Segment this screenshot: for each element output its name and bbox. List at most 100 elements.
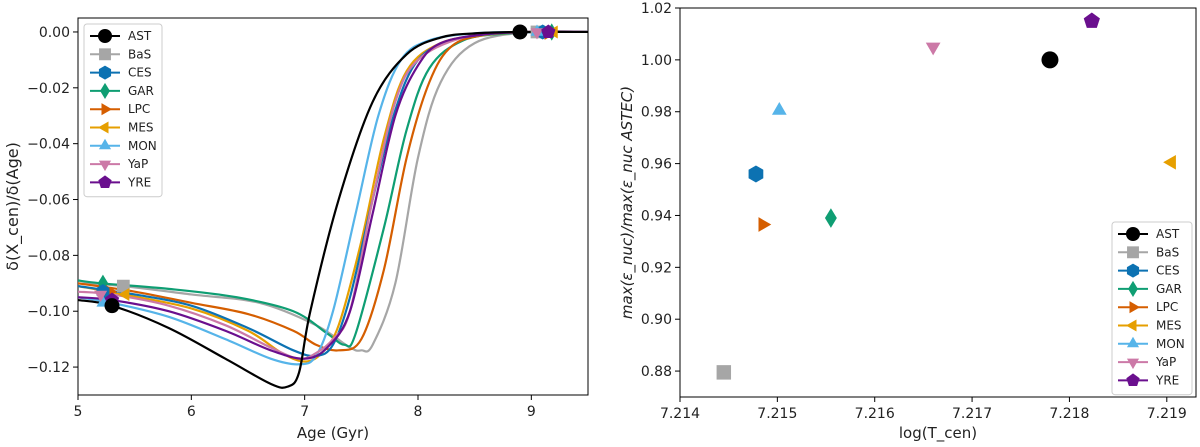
left-legend-label-yap: YaP xyxy=(127,157,148,171)
left-legend-label-ces: CES xyxy=(128,66,152,80)
left-series-marker-yre-end xyxy=(541,24,556,39)
left-legend-label-ast: AST xyxy=(128,29,152,43)
left-ytick-label-m0-10: −0.10 xyxy=(27,304,70,320)
right-legend-item-ast: AST xyxy=(1118,227,1180,241)
right-ytick-label-0-88: 0.88 xyxy=(641,364,672,380)
right-xtick-label-7-217: 7.217 xyxy=(952,406,992,422)
right-x-axis-label: log(T_cen) xyxy=(899,424,977,443)
right-legend-label-yre: YRE xyxy=(1155,373,1179,387)
left-plot-area xyxy=(78,23,588,389)
left-legend: AST BaS CES GAR LPC MES MON YaP YRE xyxy=(83,23,163,198)
left-series-line-ast xyxy=(78,30,588,389)
left-legend-item-lpc: LPC xyxy=(90,102,150,116)
left-legend-marker-mon xyxy=(98,138,112,150)
left-ytick-label-m0-02: −0.02 xyxy=(27,81,70,97)
left-ytick-label-m0-08: −0.08 xyxy=(27,248,70,264)
left-plot-frame xyxy=(77,17,589,396)
right-xtick-label-7-218: 7.218 xyxy=(1049,406,1089,422)
right-legend-marker-gar xyxy=(1128,280,1138,297)
left-legend-marker-yap xyxy=(98,160,112,172)
left-legend-marker-yre xyxy=(98,175,112,189)
right-point-yre xyxy=(1083,12,1100,28)
right-legend-marker-lpc xyxy=(1129,301,1140,314)
left-y-axis-label: δ(X_cen)/δ(Age) xyxy=(3,142,23,271)
left-legend-item-mon: MON xyxy=(90,138,157,153)
left-legend-marker-gar xyxy=(100,82,110,99)
right-legend-item-mes: MES xyxy=(1118,319,1182,333)
left-xtick-label-5: 5 xyxy=(74,404,83,420)
left-legend-item-bas: BaS xyxy=(90,47,151,61)
left-legend-item-mes: MES xyxy=(90,121,154,135)
right-plot-frame xyxy=(679,7,1197,398)
right-legend-item-ces: CES xyxy=(1118,263,1180,278)
right-legend-label-gar: GAR xyxy=(1156,282,1182,296)
right-ytick-label-0-94: 0.94 xyxy=(641,208,672,224)
right-legend-item-mon: MON xyxy=(1118,336,1185,351)
right-xtick-label-7-219: 7.219 xyxy=(1147,406,1187,422)
right-legend-marker-yap xyxy=(1126,358,1140,370)
right-legend-label-lpc: LPC xyxy=(1156,300,1178,314)
right-point-ces xyxy=(748,165,764,183)
right-xtick-label-7-215: 7.215 xyxy=(757,406,797,422)
right-legend-label-mon: MON xyxy=(1156,337,1185,351)
left-legend-marker-bas xyxy=(99,48,111,61)
right-legend-item-gar: GAR xyxy=(1118,280,1182,297)
right-legend-label-ces: CES xyxy=(1156,264,1180,278)
left-legend-marker-lpc xyxy=(101,103,112,116)
right-point-ast xyxy=(1041,51,1059,69)
right-legend-label-yap: YaP xyxy=(1155,355,1176,369)
left-legend-label-mon: MON xyxy=(128,139,157,153)
right-legend: AST BaS CES GAR LPC MES MON YaP YRE xyxy=(1111,221,1193,396)
left-legend-label-mes: MES xyxy=(128,121,154,135)
left-ytick-label-m0-06: −0.06 xyxy=(27,193,70,209)
left-series-marker-yap-start xyxy=(94,290,108,302)
left-series-marker-yap-end xyxy=(530,28,544,40)
left-legend-label-yre: YRE xyxy=(127,175,151,189)
right-point-gar xyxy=(824,208,837,228)
right-legend-item-yap: YaP xyxy=(1118,355,1176,370)
left-series-marker-bas-start xyxy=(116,279,130,293)
left-xtick-label-6: 6 xyxy=(187,404,196,420)
left-legend-item-yre: YRE xyxy=(90,175,151,189)
right-ytick-label-1-02: 1.02 xyxy=(641,1,672,17)
left-series-line-bas xyxy=(78,30,588,353)
right-legend-marker-ces xyxy=(1126,263,1140,278)
left-ytick-label-m0-04: −0.04 xyxy=(27,137,70,153)
right-legend-label-mes: MES xyxy=(1156,319,1182,333)
right-legend-marker-mon xyxy=(1126,336,1140,348)
left-xtick-label-7: 7 xyxy=(300,404,309,420)
right-point-lpc xyxy=(758,217,772,232)
left-ytick-label-0-00: 0.00 xyxy=(39,25,70,41)
left-legend-label-gar: GAR xyxy=(128,84,154,98)
left-series-marker-mes-start xyxy=(118,287,130,301)
right-legend-label-bas: BaS xyxy=(1156,245,1179,259)
left-ytick-label-m0-12: −0.12 xyxy=(27,360,70,376)
left-legend-item-ast: AST xyxy=(90,29,152,43)
right-legend-item-lpc: LPC xyxy=(1118,300,1178,314)
right-xtick-label-7-214: 7.214 xyxy=(660,406,700,422)
right-legend-item-yre: YRE xyxy=(1118,373,1179,387)
right-ytick-label-0-98: 0.98 xyxy=(641,105,672,121)
right-point-bas xyxy=(716,365,732,380)
right-xtick-label-7-216: 7.216 xyxy=(855,406,895,422)
right-legend-frame xyxy=(1111,221,1193,396)
right-legend-marker-yre xyxy=(1126,373,1140,387)
right-ytick-label-0-96: 0.96 xyxy=(641,157,672,173)
left-series-line-yre xyxy=(78,30,588,360)
right-ytick-label-0-90: 0.90 xyxy=(641,312,672,328)
chart-right-energy-ratio-vs-temperature: 7.214 7.215 7.216 7.217 7.218 7.219 0.88 0.90 0.… xyxy=(618,1,1197,443)
chart-left-derivative-vs-age: 5 6 7 8 9 0.00 −0.02 −0.04 −0.06 −0.08 −0.10 −0.12 A… xyxy=(3,17,589,442)
left-legend-item-ces: CES xyxy=(90,65,152,80)
left-legend-marker-mes xyxy=(98,121,109,134)
left-x-axis-label: Age (Gyr) xyxy=(297,424,369,442)
left-legend-marker-ces xyxy=(98,65,112,80)
left-legend-item-gar: GAR xyxy=(90,82,154,99)
left-legend-label-lpc: LPC xyxy=(128,102,150,116)
right-point-mon xyxy=(771,101,787,115)
left-legend-label-bas: BaS xyxy=(128,47,151,61)
right-point-yap xyxy=(925,42,941,56)
left-xtick-label-8: 8 xyxy=(414,404,423,420)
right-ytick-label-1-00: 1.00 xyxy=(641,53,672,69)
right-legend-marker-bas xyxy=(1127,246,1139,259)
